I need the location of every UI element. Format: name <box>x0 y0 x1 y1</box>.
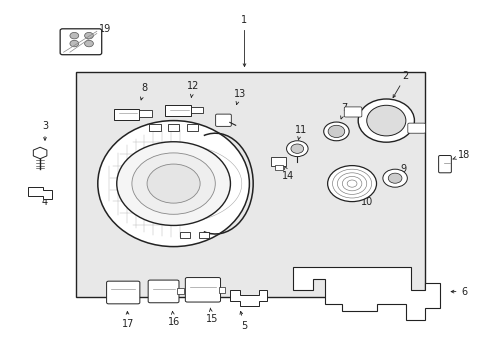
Ellipse shape <box>98 121 249 247</box>
FancyBboxPatch shape <box>215 114 231 126</box>
Text: 7: 7 <box>340 103 347 119</box>
FancyBboxPatch shape <box>407 123 425 133</box>
FancyBboxPatch shape <box>148 280 179 303</box>
Circle shape <box>132 153 215 214</box>
Circle shape <box>84 32 93 39</box>
Circle shape <box>290 144 303 153</box>
Bar <box>165 105 190 116</box>
Bar <box>190 107 203 113</box>
Text: 19: 19 <box>95 24 111 34</box>
Bar <box>76 72 425 297</box>
Text: 15: 15 <box>205 308 218 324</box>
Text: 2: 2 <box>392 71 408 98</box>
Bar <box>274 165 282 170</box>
Bar <box>167 124 179 131</box>
Text: 16: 16 <box>167 311 180 327</box>
Bar <box>180 232 189 238</box>
Bar <box>114 109 139 120</box>
Bar <box>270 157 285 166</box>
FancyBboxPatch shape <box>185 278 220 302</box>
Bar <box>186 124 198 131</box>
Ellipse shape <box>357 99 414 142</box>
Circle shape <box>70 32 79 39</box>
Polygon shape <box>28 187 52 199</box>
Bar <box>218 287 225 293</box>
Circle shape <box>327 125 344 138</box>
Text: 9: 9 <box>396 164 406 176</box>
FancyBboxPatch shape <box>344 107 361 117</box>
Text: 12: 12 <box>186 81 199 97</box>
Circle shape <box>327 166 376 202</box>
Text: 3: 3 <box>42 121 48 140</box>
Text: 1: 1 <box>241 15 247 67</box>
FancyBboxPatch shape <box>438 156 450 173</box>
Circle shape <box>84 40 93 47</box>
Text: 8: 8 <box>140 83 147 100</box>
Text: 11: 11 <box>294 125 306 140</box>
Text: 6: 6 <box>450 287 467 297</box>
Circle shape <box>387 173 401 183</box>
Ellipse shape <box>366 105 405 136</box>
Circle shape <box>147 164 200 203</box>
Circle shape <box>382 169 407 187</box>
Polygon shape <box>293 267 439 320</box>
Text: 17: 17 <box>122 311 134 329</box>
Circle shape <box>286 141 307 157</box>
Bar <box>177 288 183 294</box>
Circle shape <box>117 142 230 225</box>
Polygon shape <box>229 290 266 306</box>
Bar <box>199 232 208 238</box>
FancyBboxPatch shape <box>106 281 140 304</box>
Bar <box>139 110 151 117</box>
Text: 5: 5 <box>240 311 247 331</box>
Text: 14: 14 <box>282 166 294 181</box>
Text: 18: 18 <box>452 150 470 160</box>
Circle shape <box>323 122 348 141</box>
Circle shape <box>70 40 79 47</box>
FancyBboxPatch shape <box>60 29 102 55</box>
Text: 10: 10 <box>360 191 372 207</box>
Text: 4: 4 <box>42 191 48 207</box>
Text: 13: 13 <box>233 89 245 104</box>
Bar <box>148 124 160 131</box>
